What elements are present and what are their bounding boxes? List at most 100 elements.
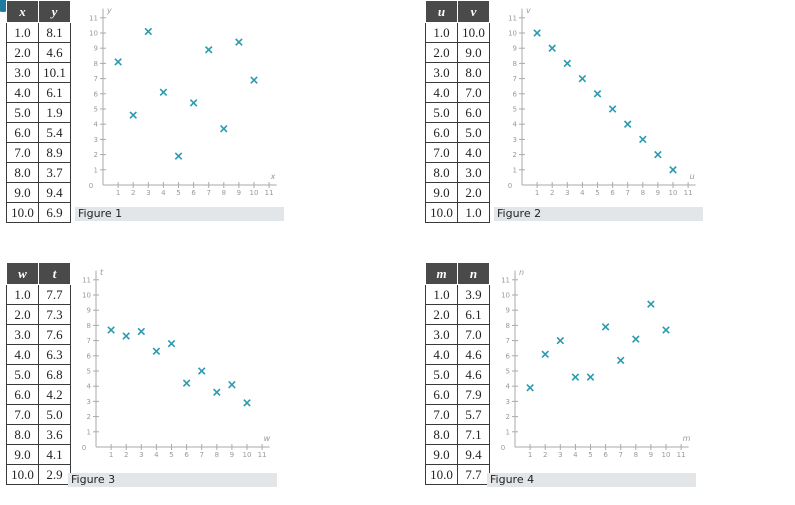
table-row: 2.0 7.3: [6, 304, 71, 325]
table-cell: 10.0: [425, 464, 458, 485]
data-point: [129, 111, 137, 119]
table-row: 1.0 7.7: [6, 284, 71, 305]
data-point: [159, 88, 168, 97]
table-row: 2.0 4.6: [6, 42, 71, 63]
table-cell: 7.6: [38, 324, 71, 345]
table-cell: 7.0: [457, 324, 490, 345]
column-header: n: [457, 262, 490, 285]
table-cell: 10.0: [6, 202, 39, 223]
y-tick-label: 1: [87, 428, 91, 436]
y-tick-label: 5: [87, 368, 91, 376]
y-tick-label: 11: [508, 14, 517, 22]
table-cell: 9.0: [425, 444, 458, 465]
data-table: x y 1.0 8.1 2.0 4.6 3.0 10.1 4.0 6.1 5.0 1.9 6.0 5.4 7…: [6, 0, 71, 223]
x-tick-label: 6: [610, 189, 615, 197]
data-point: [548, 44, 556, 52]
x-tick-label: 1: [528, 451, 532, 459]
table-cell: 10.0: [425, 202, 458, 223]
x-axis-label: u: [690, 172, 695, 181]
x-tick-label: 6: [191, 189, 196, 197]
column-header: x: [6, 0, 39, 23]
table-cell: 10.1: [38, 62, 71, 83]
y-tick-label: 5: [94, 106, 98, 114]
y-tick-label: 2: [513, 151, 517, 159]
x-tick-label: 11: [265, 189, 274, 197]
x-tick-label: 3: [146, 189, 150, 197]
y-tick-label: 6: [87, 352, 92, 360]
table-row: 10.0 1.0: [425, 202, 490, 223]
table-cell: 4.0: [425, 82, 458, 103]
x-tick-label: 7: [199, 451, 203, 459]
table-row: 5.0 1.9: [6, 102, 71, 123]
x-tick-label: 11: [684, 189, 693, 197]
data-point: [662, 326, 670, 334]
table-cell: 5.0: [6, 364, 39, 385]
data-point: [632, 335, 640, 343]
y-tick-label: 10: [508, 30, 517, 38]
data-point: [654, 150, 662, 159]
figure-caption: Figure 1: [75, 207, 284, 221]
x-tick-label: 4: [154, 451, 159, 459]
origin-label: 0: [501, 444, 505, 452]
column-header: v: [457, 0, 490, 23]
data-point: [220, 124, 228, 133]
origin-label: 0: [508, 182, 512, 190]
y-tick-label: 10: [82, 292, 91, 300]
data-table: u v 1.0 10.0 2.0 9.0 3.0 8.0 4.0 7.0 5.0 6.0 6.0 5.0 7…: [425, 0, 490, 223]
x-tick-label: 2: [543, 451, 547, 459]
x-tick-label: 2: [550, 189, 554, 197]
x-tick-label: 5: [176, 189, 180, 197]
table-row: 4.0 7.0: [425, 82, 490, 103]
x-tick-label: 5: [595, 189, 599, 197]
table-cell: 2.9: [38, 464, 71, 485]
x-tick-label: 1: [535, 189, 539, 197]
table-cell: 5.0: [457, 122, 490, 143]
x-tick-label: 9: [649, 451, 653, 459]
y-tick-label: 9: [94, 45, 98, 53]
y-tick-label: 6: [513, 90, 518, 98]
table-cell: 9.0: [425, 182, 458, 203]
table-cell: 9.4: [457, 444, 490, 465]
x-tick-label: 11: [258, 451, 267, 459]
y-tick-label: 7: [94, 75, 98, 83]
data-point: [228, 380, 236, 389]
table-row: 6.0 7.9: [425, 384, 490, 405]
table-row: 7.0 5.7: [425, 404, 490, 425]
table-cell: 3.0: [425, 62, 458, 83]
table-cell: 4.6: [457, 364, 490, 385]
y-tick-label: 4: [506, 383, 511, 391]
x-tick-label: 1: [116, 189, 120, 197]
x-tick-label: 11: [677, 451, 686, 459]
data-point: [586, 373, 595, 381]
column-header: u: [425, 0, 458, 23]
x-axis-label: x: [270, 172, 276, 181]
y-axis-label: t: [100, 268, 104, 277]
x-tick-label: 2: [131, 189, 135, 197]
table-cell: 10.0: [6, 464, 39, 485]
table-row: 8.0 3.7: [6, 162, 71, 183]
table-row: 10.0 7.7: [425, 464, 490, 485]
table-row: 7.0 8.9: [6, 142, 71, 163]
table-cell: 3.0: [6, 62, 39, 83]
table-cell: 3.9: [457, 284, 490, 305]
x-tick-label: 3: [139, 451, 143, 459]
table-row: 9.0 4.1: [6, 444, 71, 465]
table-cell: 4.0: [6, 344, 39, 365]
x-tick-label: 4: [580, 189, 585, 197]
x-tick-label: 1: [109, 451, 113, 459]
x-tick-label: 4: [573, 451, 578, 459]
x-tick-label: 10: [669, 189, 678, 197]
origin-label: 0: [82, 444, 86, 452]
y-tick-label: 1: [506, 428, 510, 436]
data-point: [213, 388, 221, 397]
table-cell: 7.0: [6, 142, 39, 163]
data-point: [122, 332, 130, 340]
table-cell: 6.3: [38, 344, 71, 365]
x-tick-label: 5: [588, 451, 592, 459]
table-cell: 8.0: [6, 424, 39, 445]
table-cell: 9.4: [38, 182, 71, 203]
x-tick-label: 3: [558, 451, 562, 459]
